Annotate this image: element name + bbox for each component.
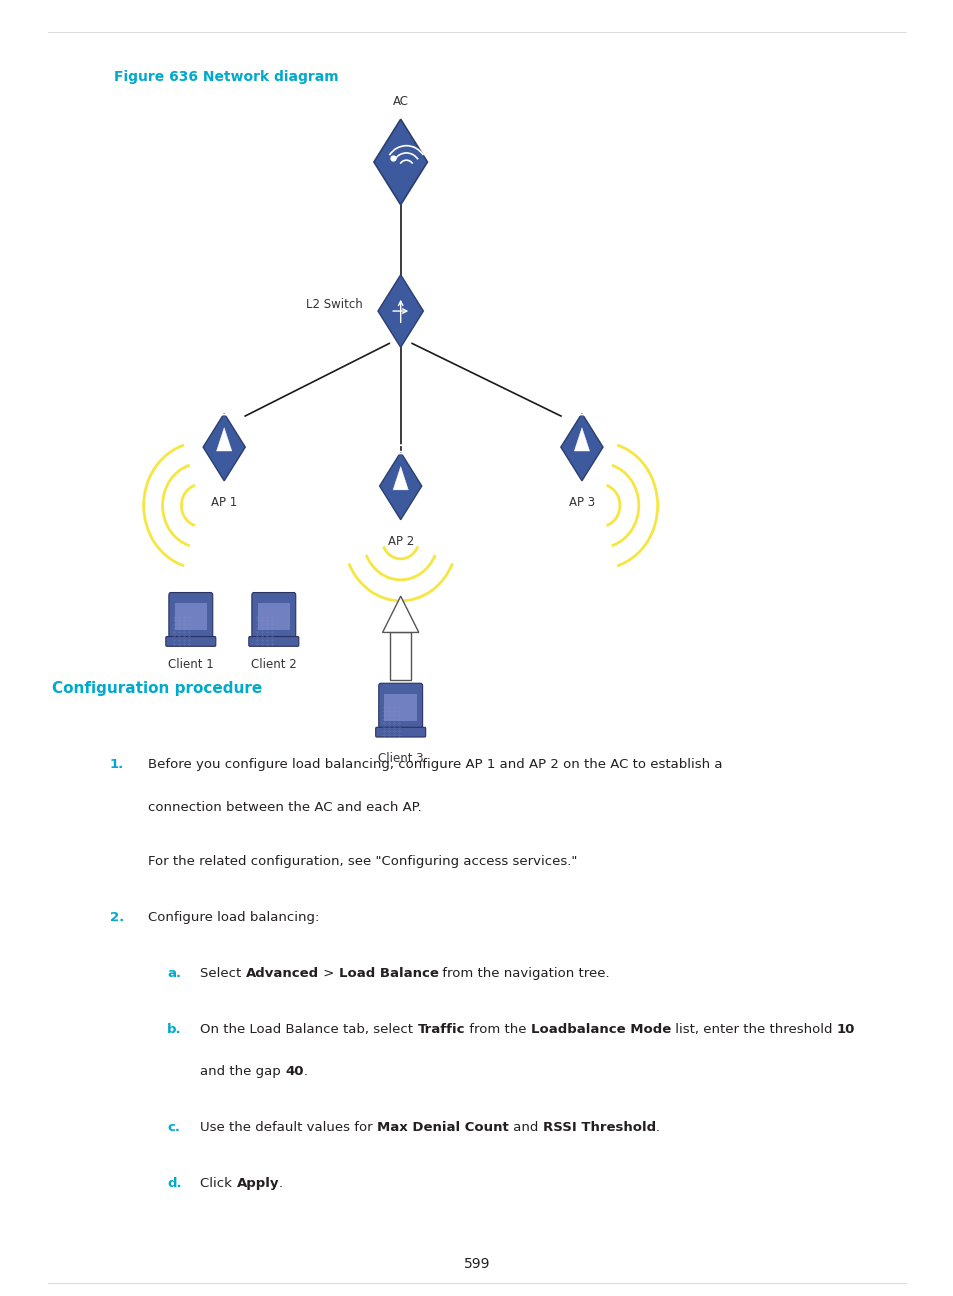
Text: AP 2: AP 2 bbox=[387, 535, 414, 548]
Text: d.: d. bbox=[167, 1177, 181, 1190]
Text: from the: from the bbox=[465, 1023, 530, 1036]
FancyBboxPatch shape bbox=[169, 592, 213, 638]
Text: Traffic: Traffic bbox=[417, 1023, 465, 1036]
FancyBboxPatch shape bbox=[166, 636, 215, 647]
Text: Client 2: Client 2 bbox=[251, 658, 296, 671]
Text: Click: Click bbox=[200, 1177, 236, 1190]
Text: Figure 636 Network diagram: Figure 636 Network diagram bbox=[114, 70, 338, 84]
Text: Configuration procedure: Configuration procedure bbox=[52, 680, 262, 696]
Text: .: . bbox=[655, 1121, 659, 1134]
Polygon shape bbox=[216, 428, 232, 451]
Text: Client 3: Client 3 bbox=[377, 752, 423, 765]
Text: AP 3: AP 3 bbox=[568, 496, 595, 509]
Text: Configure load balancing:: Configure load balancing: bbox=[148, 911, 319, 924]
Text: Loadbalance Mode: Loadbalance Mode bbox=[530, 1023, 670, 1036]
Text: b.: b. bbox=[167, 1023, 181, 1036]
Text: Client 1: Client 1 bbox=[168, 658, 213, 671]
Text: 10: 10 bbox=[836, 1023, 854, 1036]
Text: from the navigation tree.: from the navigation tree. bbox=[438, 967, 610, 980]
FancyBboxPatch shape bbox=[174, 603, 207, 630]
Text: a.: a. bbox=[167, 967, 181, 980]
Text: 2.: 2. bbox=[110, 911, 124, 924]
Text: Advanced: Advanced bbox=[246, 967, 318, 980]
FancyBboxPatch shape bbox=[375, 727, 425, 737]
FancyBboxPatch shape bbox=[249, 636, 298, 647]
Polygon shape bbox=[377, 275, 423, 347]
Text: list, enter the threshold: list, enter the threshold bbox=[670, 1023, 836, 1036]
Text: Max Denial Count: Max Denial Count bbox=[376, 1121, 509, 1134]
Text: Use the default values for: Use the default values for bbox=[200, 1121, 376, 1134]
Text: 599: 599 bbox=[463, 1257, 490, 1270]
Text: Before you configure load balancing, configure AP 1 and AP 2 on the AC to establ: Before you configure load balancing, con… bbox=[148, 758, 721, 771]
Text: RSSI Threshold: RSSI Threshold bbox=[542, 1121, 655, 1134]
Text: .: . bbox=[303, 1065, 308, 1078]
Text: 40: 40 bbox=[285, 1065, 303, 1078]
Text: >: > bbox=[318, 967, 338, 980]
Polygon shape bbox=[574, 428, 589, 451]
Text: c.: c. bbox=[167, 1121, 180, 1134]
Text: AP 1: AP 1 bbox=[211, 496, 237, 509]
Text: AC: AC bbox=[393, 95, 408, 108]
Polygon shape bbox=[379, 452, 421, 520]
Text: Select: Select bbox=[200, 967, 246, 980]
Polygon shape bbox=[393, 467, 408, 490]
Text: On the Load Balance tab, select: On the Load Balance tab, select bbox=[200, 1023, 417, 1036]
Text: Load Balance: Load Balance bbox=[338, 967, 438, 980]
Polygon shape bbox=[390, 632, 411, 680]
Text: connection between the AC and each AP.: connection between the AC and each AP. bbox=[148, 801, 421, 814]
Text: and the gap: and the gap bbox=[200, 1065, 285, 1078]
FancyBboxPatch shape bbox=[252, 592, 295, 638]
FancyBboxPatch shape bbox=[378, 683, 422, 728]
Polygon shape bbox=[382, 596, 418, 632]
Text: For the related configuration, see "Configuring access services.": For the related configuration, see "Conf… bbox=[148, 855, 577, 868]
Text: Apply: Apply bbox=[236, 1177, 278, 1190]
Text: .: . bbox=[278, 1177, 283, 1190]
FancyBboxPatch shape bbox=[257, 603, 290, 630]
Text: 1.: 1. bbox=[110, 758, 124, 771]
Text: and: and bbox=[509, 1121, 542, 1134]
Polygon shape bbox=[203, 413, 245, 481]
Polygon shape bbox=[560, 413, 602, 481]
FancyBboxPatch shape bbox=[384, 693, 416, 721]
Polygon shape bbox=[374, 119, 427, 205]
Text: L2 Switch: L2 Switch bbox=[306, 298, 362, 311]
